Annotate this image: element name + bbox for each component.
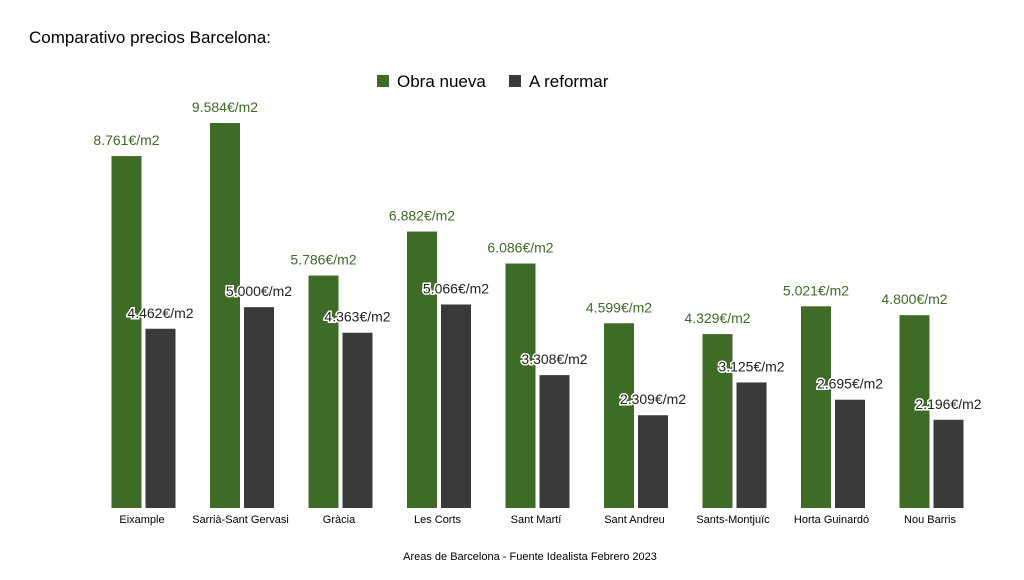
- data-label-obra-nueva: 6.086€/m2: [487, 240, 553, 256]
- x-tick-label: Eixample: [119, 514, 164, 526]
- bar-obra-nueva: [407, 231, 437, 508]
- bar-obra-nueva: [801, 306, 831, 508]
- bar-a-reformar: [244, 307, 274, 508]
- bar-obra-nueva: [899, 315, 930, 508]
- x-tick-label: Sants-Montjuïc: [696, 514, 770, 526]
- data-label-a-reformar: 3.308€/m2: [521, 351, 587, 367]
- bar-a-reformar: [441, 304, 471, 508]
- data-label-obra-nueva: 4.599€/m2: [586, 299, 652, 315]
- bar-a-reformar: [638, 415, 668, 508]
- bar-a-reformar: [539, 375, 570, 508]
- data-label-a-reformar: 4.363€/m2: [324, 309, 390, 325]
- bar-obra-nueva: [702, 334, 733, 508]
- bar-a-reformar: [342, 332, 373, 508]
- data-label-a-reformar: 2.695€/m2: [817, 376, 883, 392]
- bar-a-reformar: [933, 419, 964, 508]
- bar-a-reformar: [736, 382, 767, 508]
- data-label-obra-nueva: 5.021€/m2: [783, 282, 849, 298]
- x-tick-label: Les Corts: [414, 514, 462, 526]
- data-label-obra-nueva: 9.584€/m2: [192, 99, 258, 115]
- x-tick-label: Horta Guinardó: [794, 514, 869, 526]
- data-label-a-reformar: 2.196€/m2: [915, 396, 981, 412]
- legend-swatch-a-reformar: [509, 75, 521, 87]
- bar-a-reformar: [145, 328, 176, 508]
- x-tick-labels-group: Eixample Sarrià-Sant Gervasi Gràcia Les Cor…: [119, 514, 956, 526]
- data-labels-group: 8.761€/m2 4.462€/m2 9.584€/m2 5.000€/m2 5.78…: [93, 99, 983, 413]
- data-label-obra-nueva: 5.786€/m2: [290, 252, 356, 268]
- x-tick-label: Nou Barris: [904, 514, 956, 526]
- chart-legend: Obra nueva A reformar: [377, 72, 609, 91]
- bar-obra-nueva: [604, 323, 634, 508]
- data-label-a-reformar: 4.462€/m2: [127, 305, 193, 321]
- data-label-obra-nueva: 6.882€/m2: [389, 208, 455, 224]
- x-tick-label: Sarrià-Sant Gervasi: [192, 514, 289, 526]
- legend-label-a-reformar: A reformar: [529, 72, 609, 91]
- bar-obra-nueva: [308, 275, 339, 508]
- data-label-obra-nueva: 8.761€/m2: [93, 132, 159, 148]
- bar-obra-nueva: [505, 263, 536, 508]
- x-axis-label: Areas de Barcelona - Fuente Idealista Fe…: [403, 551, 657, 563]
- x-tick-label: Sant Andreu: [604, 514, 665, 526]
- bar-obra-nueva: [111, 156, 142, 508]
- bar-obra-nueva: [210, 123, 240, 508]
- data-label-a-reformar: 3.125€/m2: [718, 358, 784, 374]
- bar-a-reformar: [835, 399, 865, 508]
- legend-label-obra-nueva: Obra nueva: [397, 72, 486, 91]
- data-label-a-reformar: 5.000€/m2: [226, 283, 292, 299]
- data-label-a-reformar: 2.309€/m2: [620, 391, 686, 407]
- legend-swatch-obra-nueva: [377, 75, 389, 87]
- data-label-a-reformar: 5.066€/m2: [423, 280, 489, 296]
- x-tick-label: Sant Martí: [511, 514, 562, 526]
- data-label-obra-nueva: 4.329€/m2: [684, 310, 750, 326]
- x-tick-label: Gràcia: [323, 514, 356, 526]
- chart-title: Comparativo precios Barcelona:: [29, 28, 271, 47]
- data-label-obra-nueva: 4.800€/m2: [881, 291, 947, 307]
- bars-group: [111, 123, 964, 508]
